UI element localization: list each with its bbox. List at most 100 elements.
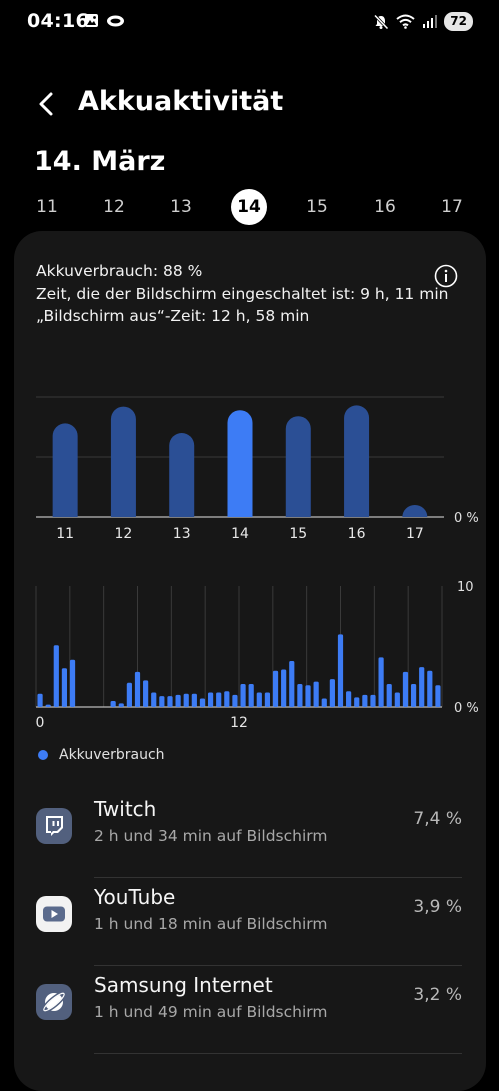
image-icon [85,14,98,27]
app-battery-percent: 7,4 % [413,809,462,829]
twitch-icon [36,808,72,844]
info-button[interactable] [434,264,458,288]
x-tick-label: 12 [230,715,248,731]
hour-bar [362,694,368,707]
y-tick-label: 0 % [454,511,479,526]
hour-bar [264,692,271,707]
legend-label: Akkuverbrauch [59,747,165,763]
bar-day-15 [285,416,311,517]
y-tick-label: 0 % [454,701,479,716]
bar-day-12 [110,406,136,517]
x-tick-label: 16 [348,526,366,541]
bar-day-13 [169,433,195,517]
hour-bar [435,685,441,707]
usage-summary: Akkuverbrauch: 88 % Zeit, die der Bildsc… [36,260,448,328]
back-button[interactable] [34,88,62,120]
screen-off-time-text: „Bildschirm aus“-Zeit: 12 h, 58 min [36,307,310,325]
info-icon [434,264,458,288]
hour-bar [289,661,295,707]
hour-bar [232,694,238,707]
x-tick-label: 14 [231,526,249,541]
hour-bar [110,700,116,707]
hour-bar [256,692,262,707]
x-tick-label: 0 [36,715,45,731]
hour-bar [191,693,197,707]
app-item-twitch[interactable]: Twitch 2 h und 34 min auf Bildschirm 7,4… [14,784,486,872]
hour-bar [305,685,311,707]
hour-bar [175,694,181,707]
divider [94,965,462,966]
signal-icon [423,15,438,28]
hour-bar [61,668,68,707]
hour-bar [370,694,376,707]
screen-on-time-text: Zeit, die der Bildschirm eingeschaltet i… [36,284,449,303]
hour-bar [207,692,214,707]
hour-bar [183,693,189,707]
battery-usage-text: Akkuverbrauch: 88 % [36,262,203,280]
hour-bar [386,684,392,707]
app-item-youtube[interactable]: YouTube 1 h und 18 min auf Bildschirm 3,… [14,872,486,960]
bar-day-17 [402,505,428,517]
app-battery-percent: 3,9 % [413,897,462,917]
day-12[interactable]: 12 [103,197,125,217]
hour-bar [69,659,76,707]
hour-bar [37,693,43,707]
day-16[interactable]: 16 [374,197,396,217]
hour-bar [378,657,384,707]
hour-bar [394,692,400,707]
hour-bar [53,645,59,707]
daily-usage-chart: 0 % 11 12 13 14 15 16 17 [36,396,479,541]
hour-bar [248,684,254,707]
hour-bar [321,698,327,707]
day-17[interactable]: 17 [441,197,463,217]
hourly-usage-chart: 10 0 % 0 12 [35,580,479,731]
chart-legend: Akkuverbrauch [38,747,165,763]
day-13[interactable]: 13 [170,197,192,217]
app-battery-percent: 3,2 % [413,985,462,1005]
x-tick-label: 11 [56,526,74,541]
hour-bar [337,634,344,707]
hour-bar [45,704,51,707]
legend-dot [38,750,48,760]
x-tick-label: 15 [289,526,307,541]
hour-bar [151,692,157,707]
day-14-selected[interactable]: 14 [231,189,267,225]
day-selector: 11 12 13 14 15 16 17 [0,189,499,227]
battery-activity-card: Akkuverbrauch: 88 % Zeit, die der Bildsc… [14,231,486,1091]
app-name: YouTube [94,885,176,909]
divider [94,877,462,878]
day-15[interactable]: 15 [306,197,328,217]
hour-bar [410,684,417,707]
status-time: 04:16 [27,10,89,32]
y-tick-label: 10 [457,580,474,595]
x-tick-label: 12 [115,526,133,541]
hour-bar [354,697,360,707]
app-item-samsung-internet[interactable]: Samsung Internet 1 h und 49 min auf Bild… [14,960,486,1048]
page-title: Akkuaktivität [78,86,284,117]
hour-bar [402,671,409,707]
hour-bar [281,669,287,707]
app-screen-time: 1 h und 49 min auf Bildschirm [94,1003,328,1021]
app-name: Samsung Internet [94,973,273,997]
hour-bar [159,696,165,707]
hour-bar [199,698,206,707]
hour-bar [313,681,319,707]
hour-bar [272,670,279,707]
cloud-icon [107,15,124,27]
day-11[interactable]: 11 [36,197,58,217]
x-tick-label: 13 [173,526,191,541]
hour-bar [167,696,173,707]
wifi-icon [396,14,415,29]
hour-bar [329,679,335,707]
hour-bar [126,682,132,707]
hour-bar [134,671,141,707]
mute-icon [374,13,389,30]
app-screen-time: 2 h und 34 min auf Bildschirm [94,827,328,845]
x-tick-label: 17 [406,526,424,541]
hour-bar [419,667,425,707]
samsung-internet-icon [36,984,72,1020]
app-screen-time: 1 h und 18 min auf Bildschirm [94,915,328,933]
hour-bar [297,684,303,707]
bar-day-16 [344,405,370,517]
hour-bar [216,692,222,707]
